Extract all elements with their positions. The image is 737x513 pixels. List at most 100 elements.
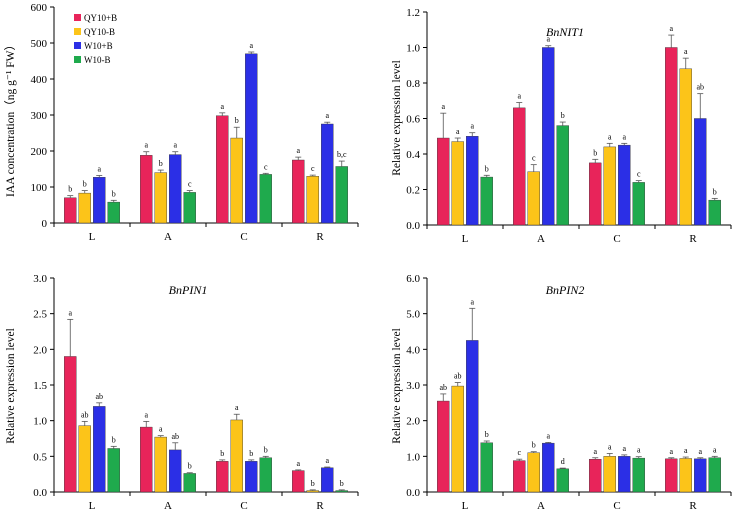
significance-label-nit1-w10mb: b [561, 111, 565, 120]
bar-nit1-w10pb [694, 118, 707, 226]
x-tick-label-pin1: L [89, 500, 96, 512]
y-tick-label-pin1: 2.5 [33, 309, 47, 321]
bar-pin1-qy10mb [230, 419, 243, 493]
x-tick-label-pin2: C [613, 500, 620, 512]
y-tick-label-pin1: 1.0 [33, 416, 47, 428]
significance-label-iaa-qy10mb: b [159, 159, 163, 168]
significance-label-iaa-qy10mb: b [83, 180, 87, 189]
significance-label-pin1-qy10mb: a [235, 403, 239, 412]
bar-pin1-qy10mb [78, 425, 91, 493]
significance-label-iaa-w10pb: a [97, 164, 101, 173]
x-tick-label-pin1: R [316, 500, 324, 512]
significance-label-pin1-w10pb: a [325, 456, 329, 465]
y-axis-label-pin2: Relative expression level [391, 328, 403, 444]
significance-label-pin1-w10pb: b [249, 449, 253, 458]
y-tick-label-pin1: 2.0 [33, 344, 47, 356]
y-tick-label-pin1: 0.5 [33, 451, 47, 463]
y-tick-label-nit1: 0.0 [406, 220, 420, 232]
x-tick-label-nit1: C [613, 233, 620, 245]
bar-pin1-qy10pb [292, 470, 305, 493]
significance-label-pin2-qy10mb: b [532, 441, 536, 450]
significance-label-pin2-w10pb: a [698, 447, 702, 456]
bar-pin1-w10mb [335, 490, 348, 493]
y-axis-label-nit1: Relative expression level [391, 60, 403, 176]
x-tick-label-iaa: R [316, 231, 324, 243]
x-tick-label-pin2: L [462, 500, 469, 512]
y-tick-label-nit1: 0.4 [406, 149, 420, 161]
y-tick-label-iaa: 100 [31, 182, 48, 194]
significance-label-nit1-w10mb: b [713, 187, 717, 196]
significance-label-nit1-qy10pb: a [441, 102, 445, 111]
bar-pin2-qy10mb [451, 385, 464, 493]
significance-label-nit1-w10pb: a [546, 35, 550, 44]
legend-swatch-w10pb [74, 42, 81, 49]
significance-label-iaa-qy10pb: a [296, 146, 300, 155]
bar-pin2-qy10pb [437, 400, 450, 493]
chart-panel-pin2: BnPIN2 Relative expression level 0.0 1.0 2… [391, 273, 732, 512]
y-tick-label-pin2: 4.0 [406, 344, 420, 356]
legend-item-w10pb: W10+B [74, 41, 113, 51]
significance-label-nit1-qy10mb: a [684, 47, 688, 56]
bar-iaa-qy10mb [230, 137, 243, 224]
x-tick-label-nit1: R [689, 233, 697, 245]
legend-swatch-qy10mb [74, 28, 81, 35]
bar-pin2-w10mb [708, 457, 721, 493]
significance-label-nit1-qy10pb: a [669, 24, 673, 33]
legend-label-qy10mb: QY10-B [84, 27, 115, 37]
y-tick-label-iaa: 500 [31, 38, 48, 50]
bar-pin1-qy10pb [64, 356, 77, 493]
significance-label-nit1-w10pb: a [470, 122, 474, 131]
y-tick-label-pin1: 0.0 [33, 487, 47, 499]
significance-label-pin2-qy10pb: a [669, 447, 673, 456]
significance-label-iaa-w10pb: a [249, 41, 253, 50]
bar-nit1-qy10pb [437, 137, 450, 226]
bar-iaa-w10mb [183, 192, 196, 224]
x-tick-label-nit1: A [537, 233, 545, 245]
significance-label-pin2-w10mb: d [561, 457, 565, 466]
bar-pin2-qy10mb [527, 452, 540, 493]
chart-panel-pin1: BnPIN1 Relative expression level 0.0 0.5 1… [5, 273, 359, 512]
y-tick-label-iaa: 0 [42, 218, 48, 230]
y-tick-label-nit1: 0.2 [406, 185, 420, 197]
bar-pin2-qy10pb [665, 458, 678, 493]
bar-iaa-qy10pb [140, 155, 153, 224]
chart-title-pin1: BnPIN1 [169, 283, 208, 297]
bar-pin2-w10pb [466, 340, 479, 493]
y-tick-label-iaa: 600 [31, 2, 48, 14]
y-tick-label-pin2: 5.0 [406, 309, 420, 321]
significance-label-iaa-w10pb: a [173, 141, 177, 150]
significance-label-pin2-w10mb: a [637, 446, 641, 455]
significance-label-pin1-qy10mb: a [159, 425, 163, 434]
bar-pin1-w10mb [107, 448, 120, 493]
significance-label-iaa-qy10pb: a [220, 102, 224, 111]
y-tick-label-pin2: 1.0 [406, 451, 420, 463]
bar-pin2-w10mb [632, 457, 645, 493]
x-tick-label-pin1: C [240, 500, 247, 512]
significance-label-pin2-qy10mb: a [684, 446, 688, 455]
bar-pin2-qy10mb [679, 458, 692, 493]
y-tick-label-pin2: 2.0 [406, 416, 420, 428]
y-tick-label-pin2: 0.0 [406, 487, 420, 499]
bar-iaa-w10pb [245, 53, 258, 224]
significance-label-pin1-w10mb: b [264, 445, 268, 454]
bar-iaa-w10mb [259, 174, 272, 224]
bar-nit1-qy10pb [665, 47, 678, 226]
bar-iaa-w10mb [107, 201, 120, 224]
legend: QY10+B QY10-B W10+B W10-B [74, 13, 117, 65]
chart-title-pin2: BnPIN2 [546, 283, 585, 297]
bar-pin2-qy10pb [513, 460, 526, 493]
x-tick-label-pin2: A [537, 500, 545, 512]
bar-iaa-qy10mb [154, 172, 167, 224]
significance-label-nit1-qy10mb: a [608, 132, 612, 141]
significance-label-pin1-qy10mb: b [311, 479, 315, 488]
significance-label-pin2-w10mb: b [485, 430, 489, 439]
significance-label-pin1-w10mb: b [340, 479, 344, 488]
legend-item-qy10mb: QY10-B [74, 27, 115, 37]
legend-label-w10mb: W10-B [84, 55, 111, 65]
chart-panel-nit1: BnNIT1 Relative expression level 0.0 0.2 0… [391, 7, 732, 245]
y-axis-label-iaa: IAA concentration（ng g⁻¹ FW） [4, 39, 17, 197]
bar-nit1-w10mb [480, 176, 493, 226]
significance-label-nit1-qy10mb: a [456, 127, 460, 136]
bar-pin1-qy10mb [306, 490, 319, 493]
